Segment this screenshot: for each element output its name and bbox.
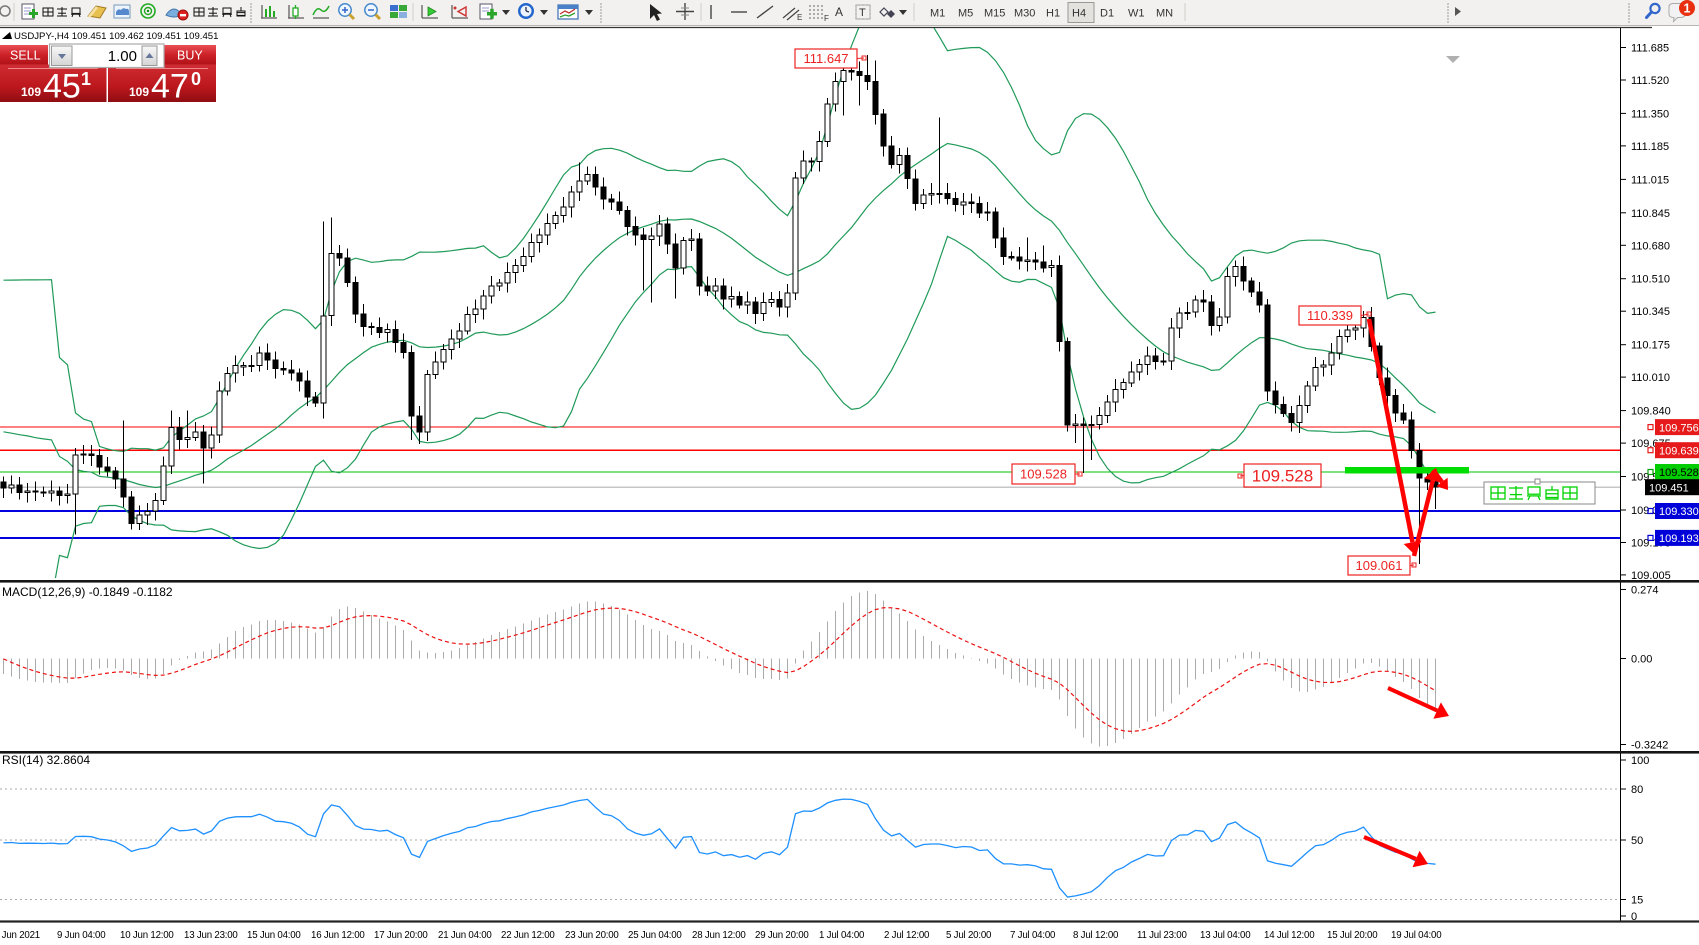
svg-text:D1: D1 bbox=[1100, 8, 1114, 20]
svg-text:M1: M1 bbox=[930, 8, 945, 20]
svg-text:14 Jul 12:00: 14 Jul 12:00 bbox=[1264, 930, 1315, 941]
svg-text:109.005: 109.005 bbox=[1631, 570, 1671, 582]
svg-text:2 Jul 12:00: 2 Jul 12:00 bbox=[884, 930, 930, 941]
svg-text:1 Jul 04:00: 1 Jul 04:00 bbox=[819, 930, 865, 941]
svg-text:15 Jul 20:00: 15 Jul 20:00 bbox=[1327, 930, 1378, 941]
svg-text:19 Jul 04:00: 19 Jul 04:00 bbox=[1391, 930, 1442, 941]
svg-text:W1: W1 bbox=[1128, 8, 1145, 20]
svg-text:110.175: 110.175 bbox=[1631, 340, 1670, 352]
svg-text:80: 80 bbox=[1631, 784, 1643, 796]
svg-text:109.756: 109.756 bbox=[1659, 422, 1699, 434]
svg-text:T: T bbox=[859, 7, 866, 19]
svg-text:H4: H4 bbox=[1072, 8, 1086, 20]
svg-text:109.061: 109.061 bbox=[1356, 558, 1403, 573]
svg-text:109.330: 109.330 bbox=[1659, 506, 1699, 518]
svg-text:E: E bbox=[797, 13, 802, 22]
svg-text:111.015: 111.015 bbox=[1631, 174, 1669, 186]
svg-text:109.528: 109.528 bbox=[1252, 467, 1313, 486]
svg-text:23 Jun 20:00: 23 Jun 20:00 bbox=[565, 930, 619, 941]
svg-text:109.451: 109.451 bbox=[1649, 482, 1689, 494]
svg-text:111.647: 111.647 bbox=[803, 51, 848, 66]
svg-text:21 Jun 04:00: 21 Jun 04:00 bbox=[438, 930, 492, 941]
svg-text:M15: M15 bbox=[984, 8, 1005, 20]
svg-text:A: A bbox=[835, 5, 843, 19]
svg-text:45: 45 bbox=[43, 68, 81, 106]
svg-text:MACD(12,26,9) -0.1849 -0.1182: MACD(12,26,9) -0.1849 -0.1182 bbox=[2, 585, 173, 599]
svg-text:0.274: 0.274 bbox=[1631, 585, 1659, 597]
svg-text:100: 100 bbox=[1631, 755, 1649, 767]
svg-text:M30: M30 bbox=[1014, 8, 1035, 20]
svg-text:USDJPY-,H4 109.451 109.462 10: USDJPY-,H4 109.451 109.462 109.451 109.4… bbox=[14, 31, 218, 42]
svg-text:47: 47 bbox=[151, 68, 189, 106]
svg-text:H1: H1 bbox=[1046, 8, 1060, 20]
svg-text:110.680: 110.680 bbox=[1631, 240, 1670, 252]
svg-text:1: 1 bbox=[81, 69, 91, 89]
svg-text:7 Jul 04:00: 7 Jul 04:00 bbox=[1010, 930, 1056, 941]
svg-text:8 Jun 2021: 8 Jun 2021 bbox=[0, 930, 40, 941]
svg-text:BUY: BUY bbox=[177, 49, 203, 63]
svg-text:F: F bbox=[824, 14, 829, 23]
svg-text:MN: MN bbox=[1156, 8, 1173, 20]
svg-text:9 Jun 04:00: 9 Jun 04:00 bbox=[57, 930, 106, 941]
svg-text:111.185: 111.185 bbox=[1631, 141, 1669, 153]
svg-text:110.845: 110.845 bbox=[1631, 208, 1670, 220]
svg-text:110.510: 110.510 bbox=[1631, 274, 1670, 286]
svg-text:25 Jun 04:00: 25 Jun 04:00 bbox=[628, 930, 682, 941]
svg-text:109.528: 109.528 bbox=[1659, 467, 1699, 479]
svg-text:SELL: SELL bbox=[10, 49, 41, 63]
svg-text:0.00: 0.00 bbox=[1631, 654, 1652, 666]
svg-text:109.840: 109.840 bbox=[1631, 406, 1671, 418]
svg-text:1.00: 1.00 bbox=[108, 48, 137, 65]
svg-text:0: 0 bbox=[191, 69, 201, 89]
svg-text:1: 1 bbox=[1684, 2, 1691, 16]
svg-text:RSI(14) 32.8604: RSI(14) 32.8604 bbox=[2, 753, 90, 767]
svg-text:11 Jul 23:00: 11 Jul 23:00 bbox=[1137, 930, 1187, 941]
svg-text:13 Jun 23:00: 13 Jun 23:00 bbox=[184, 930, 238, 941]
svg-text:109: 109 bbox=[21, 85, 41, 99]
svg-text:110.339: 110.339 bbox=[1307, 308, 1353, 323]
svg-text:15: 15 bbox=[1631, 895, 1643, 907]
svg-text:-0.3242: -0.3242 bbox=[1631, 740, 1668, 752]
svg-text:110.345: 110.345 bbox=[1631, 306, 1670, 318]
svg-text:28 Jun 12:00: 28 Jun 12:00 bbox=[692, 930, 746, 941]
svg-text:110.010: 110.010 bbox=[1631, 372, 1670, 384]
svg-text:22 Jun 12:00: 22 Jun 12:00 bbox=[501, 930, 555, 941]
svg-text:15 Jun 04:00: 15 Jun 04:00 bbox=[247, 930, 301, 941]
svg-text:109.193: 109.193 bbox=[1659, 533, 1699, 545]
svg-text:109.639: 109.639 bbox=[1659, 445, 1699, 457]
svg-text:109.528: 109.528 bbox=[1020, 467, 1067, 482]
svg-text:50: 50 bbox=[1631, 835, 1643, 847]
svg-text:111.685: 111.685 bbox=[1631, 43, 1669, 55]
svg-text:13 Jul 04:00: 13 Jul 04:00 bbox=[1200, 930, 1251, 941]
svg-text:0: 0 bbox=[1631, 911, 1637, 923]
svg-text:111.350: 111.350 bbox=[1631, 108, 1669, 120]
svg-text:29 Jun 20:00: 29 Jun 20:00 bbox=[755, 930, 809, 941]
svg-text:109: 109 bbox=[129, 85, 149, 99]
svg-text:M5: M5 bbox=[958, 8, 973, 20]
svg-text:5 Jul 20:00: 5 Jul 20:00 bbox=[946, 930, 992, 941]
svg-text:17 Jun 20:00: 17 Jun 20:00 bbox=[374, 930, 428, 941]
svg-text:8 Jul 12:00: 8 Jul 12:00 bbox=[1073, 930, 1119, 941]
svg-text:10 Jun 12:00: 10 Jun 12:00 bbox=[120, 930, 174, 941]
svg-text:16 Jun 12:00: 16 Jun 12:00 bbox=[311, 930, 365, 941]
svg-text:111.520: 111.520 bbox=[1631, 75, 1669, 87]
